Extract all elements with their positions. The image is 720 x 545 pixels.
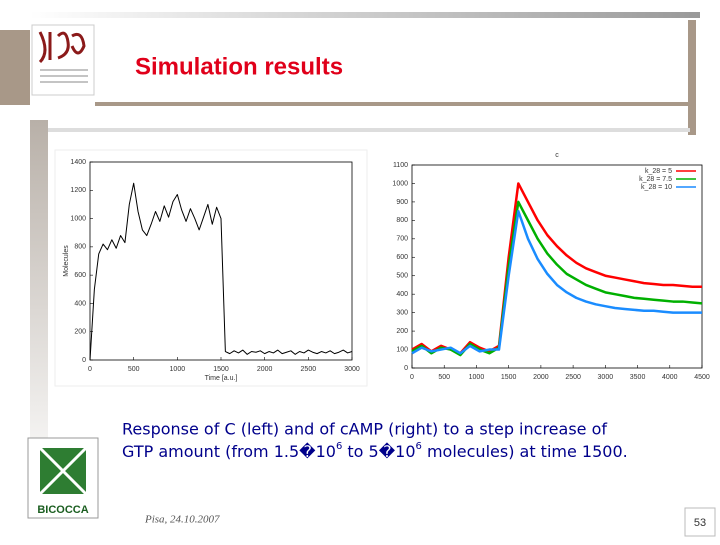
left-plot-frame [54, 149, 368, 387]
x-tick-label: 500 [128, 366, 140, 373]
y-tick-label: 800 [74, 244, 86, 251]
y-tick-label: 800 [396, 217, 408, 224]
top-band [30, 12, 700, 18]
x-tick-label: 2500 [565, 374, 581, 381]
legend-label: k_28 = 5 [645, 168, 672, 175]
y-tick-label: 300 [396, 309, 408, 316]
x-tick-label: 2000 [533, 374, 549, 381]
header-rule [30, 128, 690, 132]
y-tick-label: 200 [74, 329, 86, 336]
y-tick-label: 400 [74, 300, 86, 307]
y-tick-label: 900 [396, 199, 408, 206]
page-box [684, 507, 716, 537]
legend-label: k_28 = 7.5 [639, 176, 672, 183]
x-axis-label: Time [a.u.] [205, 375, 238, 382]
x-tick-label: 1500 [501, 374, 517, 381]
y-tick-label: 1000 [392, 180, 408, 187]
caption-text: to 5�10 [342, 442, 415, 461]
x-tick-label: 0 [410, 374, 414, 381]
title-rule [95, 102, 690, 106]
y-tick-label: 700 [396, 236, 408, 243]
x-tick-label: 0 [88, 366, 92, 373]
y-tick-label: 500 [396, 273, 408, 280]
left-band [0, 30, 30, 105]
bicocca-logo: BICOCCA [27, 437, 99, 519]
plot-area [411, 164, 703, 369]
series-line [411, 209, 702, 355]
left-gradient [30, 120, 48, 500]
x-tick-label: 4500 [694, 374, 710, 381]
x-tick-label: 2000 [257, 366, 273, 373]
x-tick-label: 3000 [598, 374, 614, 381]
right-band [688, 20, 696, 135]
x-tick-label: 3500 [630, 374, 646, 381]
y-tick-label: 1200 [70, 187, 86, 194]
x-tick-label: 4000 [662, 374, 678, 381]
y-tick-label: 1000 [70, 215, 86, 222]
x-tick-label: 1000 [170, 366, 186, 373]
x-tick-label: 1000 [469, 374, 485, 381]
x-tick-label: 500 [438, 374, 450, 381]
y-tick-label: 600 [396, 254, 408, 261]
footer-date: Pisa, 24.10.2007 [144, 514, 220, 526]
slide-title: Simulation results [135, 53, 343, 80]
series-line [89, 182, 353, 361]
caption-text: molecules) at time 1500. [422, 442, 628, 461]
caption-line: GTP amount (from 1.5�106 to 5�106 molecu… [122, 441, 628, 461]
right-plot-frame [400, 150, 712, 386]
y-tick-label: 100 [396, 346, 408, 353]
superscript: 6 [416, 441, 422, 452]
y-tick-label: 0 [404, 365, 408, 372]
y-tick-label: 1400 [70, 159, 86, 166]
y-axis-label: Molecules [63, 245, 70, 277]
x-tick-label: 2500 [301, 366, 317, 373]
page-number: 53 [694, 517, 706, 529]
y-tick-label: 0 [82, 357, 86, 364]
logo-text: BICOCCA [37, 504, 88, 516]
y-tick-label: 1100 [393, 162, 408, 169]
y-tick-label: 400 [396, 291, 408, 298]
caption-text: GTP amount (from 1.5�10 [122, 442, 336, 461]
caption-line: Response of C (left) and of cAMP (right)… [122, 420, 607, 439]
superscript: 6 [336, 441, 342, 452]
series-line [411, 200, 703, 357]
chart-title: c [555, 152, 559, 159]
title-area [95, 38, 690, 104]
y-tick-label: 200 [396, 328, 408, 335]
x-tick-label: 1500 [213, 366, 229, 373]
disco-logo [31, 24, 95, 96]
x-tick-label: 3000 [344, 366, 360, 373]
y-tick-label: 600 [74, 272, 86, 279]
legend-label: k_28 = 10 [641, 184, 672, 191]
